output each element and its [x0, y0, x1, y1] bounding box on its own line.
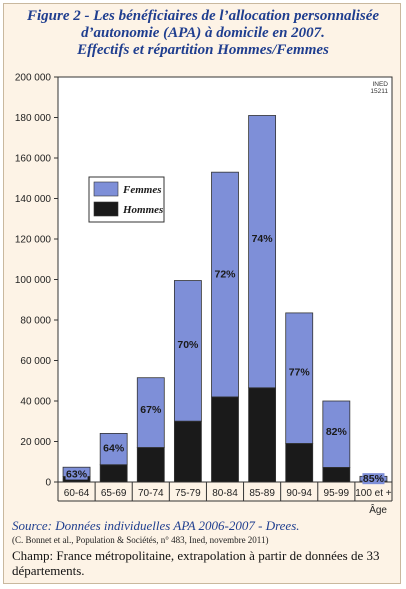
bar-femmes — [248, 115, 277, 389]
x-tick-label: 80-84 — [212, 488, 238, 499]
citation-note: (C. Bonnet et al., Population & Sociétés… — [12, 535, 269, 545]
title-line-2: d’autonomie (APA) à domicile en 2007. — [81, 25, 325, 41]
female-share-label: 64% — [103, 443, 125, 455]
bar-hommes — [136, 447, 165, 483]
bar-femmes — [211, 171, 239, 398]
bar-hommes — [99, 464, 128, 483]
bar-femmes — [322, 400, 351, 468]
scope-note: Champ: France métropolitaine, extrapolat… — [12, 548, 380, 578]
bar-hommes — [248, 387, 277, 483]
bar-hommes — [211, 396, 239, 483]
bar-hommes — [322, 467, 351, 483]
figure-title: Figure 2 - Les bénéficiaires de l’alloca… — [0, 8, 406, 59]
x-tick-label: 90-94 — [286, 488, 312, 499]
y-tick-label: 80 000 — [20, 316, 51, 327]
legend-label-hommes: Hommes — [122, 204, 163, 216]
y-tick-label: 120 000 — [15, 235, 52, 246]
female-share-label: 85% — [363, 473, 385, 485]
legend-swatch-hommes — [93, 201, 119, 217]
legend-swatch-femmes — [93, 181, 119, 197]
y-tick-label: 180 000 — [15, 113, 52, 124]
y-tick-label: 60 000 — [20, 356, 51, 367]
y-tick-label: 140 000 — [15, 194, 52, 205]
bar-femmes — [173, 280, 202, 422]
bar-hommes — [285, 443, 314, 483]
title-line-3: Effectifs et répartition Hommes/Femmes — [77, 42, 329, 58]
y-tick-label: 0 — [45, 478, 51, 489]
female-share-label: 70% — [177, 339, 199, 351]
watermark-line: 15211 — [370, 88, 388, 95]
y-tick-label: 200 000 — [15, 73, 52, 84]
x-tick-label: 65-69 — [101, 488, 127, 499]
bar-hommes — [173, 420, 202, 483]
x-tick-label: 100 et + — [355, 488, 392, 499]
bar-femmes — [285, 312, 314, 444]
source-note: Source: Données individuelles APA 2006-2… — [12, 518, 300, 533]
y-tick-label: 20 000 — [20, 437, 51, 448]
title-line-1: Figure 2 - Les bénéficiaires de l’alloca… — [26, 8, 380, 24]
female-share-label: 74% — [252, 233, 274, 245]
x-tick-label: 95-99 — [324, 488, 350, 499]
female-share-label: 82% — [326, 426, 348, 438]
legend-label-femmes: Femmes — [122, 184, 162, 196]
share-label-bg — [65, 468, 88, 480]
female-share-label: 77% — [289, 367, 311, 379]
x-tick-label: 85-89 — [249, 488, 275, 499]
x-tick-label: 75-79 — [175, 488, 201, 499]
x-tick-label: 60-64 — [64, 488, 90, 499]
female-share-label: 63% — [66, 469, 88, 481]
x-axis-label: Âge — [369, 503, 387, 516]
watermark-line: INED — [372, 81, 388, 88]
y-tick-label: 100 000 — [15, 275, 52, 286]
female-share-label: 67% — [140, 404, 162, 416]
x-tick-label: 70-74 — [138, 488, 164, 499]
share-label-bg — [362, 473, 385, 485]
female-share-label: 72% — [214, 268, 236, 280]
y-tick-label: 160 000 — [15, 154, 52, 165]
y-tick-label: 40 000 — [20, 397, 51, 408]
